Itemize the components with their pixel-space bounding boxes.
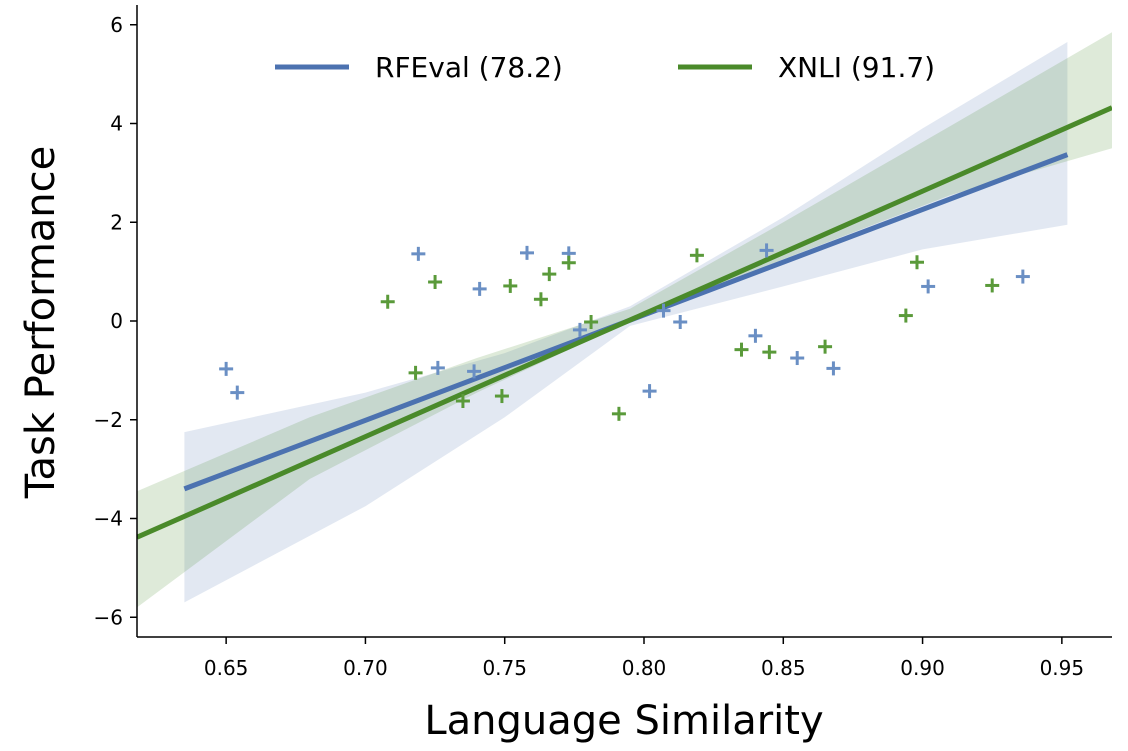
data-point	[642, 384, 657, 399]
data-point	[910, 255, 924, 270]
data-point	[561, 255, 576, 270]
axes: 0.65 0.70 0.75 0.80 0.85 0.90 0.95 6 4 2 0 −2 −4 −6	[94, 5, 1112, 680]
data-point	[584, 314, 599, 329]
data-point	[673, 314, 688, 329]
data-point	[759, 243, 774, 258]
data-point	[572, 322, 587, 337]
data-point	[230, 385, 245, 400]
legend-label-0: RFEval (78.2)	[375, 51, 563, 84]
data-point	[472, 281, 487, 296]
y-tick-label: 0	[110, 309, 123, 333]
x-tick-label: 0.75	[482, 656, 527, 680]
legend-label-1: XNLI (91.7)	[778, 51, 935, 84]
data-point	[428, 274, 443, 289]
data-point	[467, 364, 482, 379]
data-point	[380, 294, 395, 309]
data-point	[689, 248, 704, 263]
data-point	[408, 365, 423, 380]
data-point	[411, 246, 426, 261]
data-point	[533, 292, 548, 307]
data-point	[520, 245, 534, 260]
data-point	[219, 361, 234, 376]
x-tick-label: 0.65	[204, 656, 249, 680]
y-tick-label: −4	[94, 507, 123, 531]
y-tick-label: −2	[94, 408, 123, 432]
x-tick-label: 0.80	[622, 656, 667, 680]
data-point	[762, 345, 777, 360]
y-axis-title: Task Performance	[18, 146, 64, 500]
x-axis-title: Language Similarity	[424, 698, 823, 744]
data-point	[430, 360, 445, 375]
data-point	[494, 389, 509, 404]
data-point	[748, 328, 763, 343]
y-tick-label: 6	[110, 13, 123, 37]
y-tick-label: 4	[110, 112, 123, 136]
y-tick-label: 2	[110, 210, 123, 234]
legend: RFEval (78.2) XNLI (91.7)	[275, 51, 935, 84]
data-point	[734, 342, 749, 357]
x-tick-label: 0.70	[343, 656, 388, 680]
data-point	[985, 278, 1000, 293]
data-point	[455, 393, 470, 408]
y-tick-label: −6	[94, 605, 123, 629]
data-point	[790, 351, 805, 366]
data-point	[818, 339, 833, 354]
x-tick-label: 0.95	[1040, 656, 1085, 680]
data-point	[921, 279, 936, 294]
data-point	[656, 303, 671, 318]
data-point	[826, 361, 841, 376]
data-point	[898, 308, 913, 323]
data-points	[219, 243, 1030, 421]
data-point	[542, 267, 557, 282]
x-tick-label: 0.85	[761, 656, 806, 680]
data-point	[1015, 269, 1030, 284]
data-point	[611, 406, 626, 421]
regression-line-1	[137, 105, 1112, 540]
data-point	[503, 278, 518, 293]
regression-lines	[137, 105, 1112, 540]
x-tick-label: 0.90	[900, 656, 945, 680]
